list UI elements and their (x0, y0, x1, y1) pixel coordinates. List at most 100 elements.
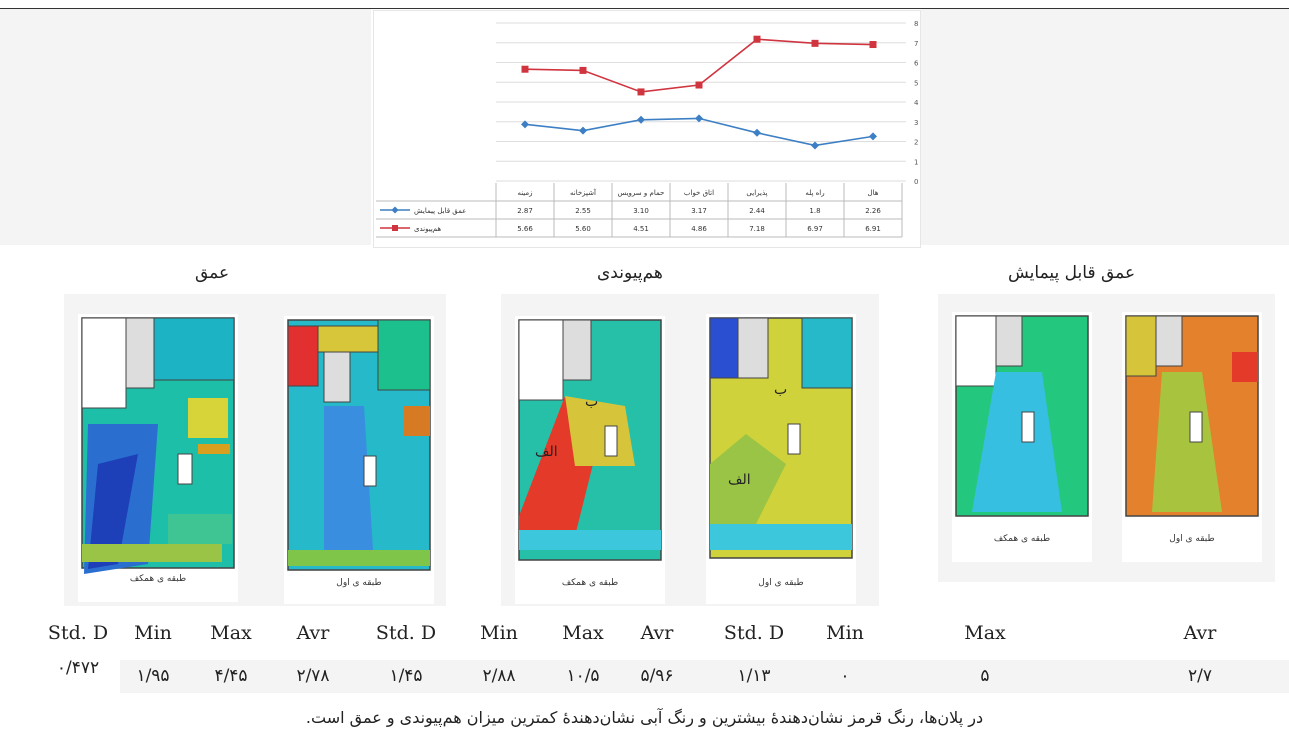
integration-plan-ground: الف ب طبقه ی همکف (515, 316, 665, 604)
heading-depth: عمق (195, 263, 230, 283)
legend-label: هم‌پیوندی (414, 225, 441, 233)
figure-caption: در پلان‌ها، رنگ قرمز نشان‌دهندهٔ بیشترین… (305, 708, 984, 727)
data-label: 7.18 (749, 225, 765, 233)
stat-value: ۰ (840, 666, 850, 686)
stats-header-row: Std. D Min Max Avr Std. D Min Max Avr St… (0, 622, 1289, 652)
data-label: 4.51 (633, 225, 649, 233)
stat-value: ۰/۴۷۲ (56, 658, 100, 678)
stat-value: ۲/۸۸ (482, 666, 516, 686)
label-be: ب (585, 394, 598, 410)
data-point (753, 128, 761, 137)
integration-panel: الف ب طبقه ی همکف الف ب طبقه ی اول (501, 294, 879, 606)
stat-header: Min (480, 622, 518, 644)
walkable-depth-panel: طبقه ی همکف طبقه ی اول (938, 294, 1275, 582)
stat-header: Max (210, 622, 252, 644)
stat-header: Min (134, 622, 172, 644)
depth-plan-ground: طبقه ی همکف (78, 314, 238, 602)
y-tick-label: 0 (914, 178, 918, 186)
data-label: 6.91 (865, 225, 881, 233)
data-label: 2.87 (517, 207, 533, 215)
data-label: 5.66 (517, 225, 533, 233)
x-category-label: آشپزخانه (570, 188, 597, 197)
data-point (579, 126, 587, 135)
data-point (637, 115, 645, 124)
stat-value: ۵/۹۶ (640, 666, 674, 686)
plan-caption: طبقه ی اول (758, 578, 804, 588)
stat-header: Avr (1183, 622, 1217, 644)
stat-value: ۲/۷۸ (296, 666, 330, 686)
plan-caption: طبقه ی همکف (993, 534, 1051, 544)
x-category-label: هال (868, 189, 879, 197)
y-tick-label: 1 (914, 158, 918, 166)
heading-integration: هم‌پیوندی (597, 263, 663, 283)
y-tick-label: 5 (914, 79, 918, 87)
stat-value: ۱/۱۳ (737, 666, 771, 686)
walkable-plan-first: طبقه ی اول (1122, 312, 1262, 562)
y-tick-label: 8 (914, 20, 918, 28)
label-alef: الف (728, 472, 751, 488)
plan-caption: طبقه ی همکف (129, 574, 187, 584)
x-category-label: اتاق خواب (684, 189, 714, 197)
stat-header: Avr (296, 622, 330, 644)
data-label: 2.55 (575, 207, 591, 215)
data-label: 1.8 (809, 207, 820, 215)
stat-value: ۱/۴۵ (389, 666, 423, 686)
y-tick-label: 2 (914, 139, 918, 147)
plan-caption: طبقه ی اول (1169, 534, 1215, 544)
stat-header: Std. D (375, 622, 437, 644)
heading-walkable-depth: عمق قابل پیمایش (1008, 263, 1136, 283)
data-label: 3.17 (691, 207, 707, 215)
data-point (869, 132, 877, 141)
y-tick-label: 7 (914, 40, 918, 48)
legend-marker (391, 206, 399, 214)
plan-caption: طبقه ی همکف (561, 578, 619, 588)
legend-label: عمق قابل پیمایش (414, 207, 466, 215)
stat-header: Std. D (47, 622, 109, 644)
x-category-label: راه پله (805, 189, 824, 197)
data-point (637, 88, 645, 96)
x-category-label: حمام و سرویس (618, 189, 665, 197)
label-be: ب (774, 382, 787, 398)
stat-header: Max (964, 622, 1006, 644)
plan-caption: طبقه ی اول (336, 578, 382, 588)
data-point (753, 35, 761, 43)
data-label: 5.60 (575, 225, 591, 233)
top-rule (0, 8, 1289, 9)
stat-value: ۴/۴۵ (214, 666, 248, 686)
line-chart: 8 7 6 5 4 3 2 1 0 زمینه آشپزخانه حمام و سرویس اتاق خ… (373, 10, 921, 248)
stats-value-band (120, 660, 1289, 693)
stat-header: Avr (640, 622, 674, 644)
walkable-plan-ground: طبقه ی همکف (952, 312, 1092, 562)
data-point (869, 41, 877, 49)
chart-right-margin (921, 9, 1289, 245)
x-category-label: زمینه (517, 189, 532, 197)
y-tick-label: 6 (914, 60, 919, 68)
stat-value: ۱/۹۵ (136, 666, 170, 686)
stat-header: Min (826, 622, 864, 644)
data-point (695, 114, 703, 123)
x-category-label: پذیرایی (746, 189, 767, 197)
data-point (521, 65, 529, 73)
data-point (695, 81, 703, 89)
stat-header: Max (562, 622, 604, 644)
data-point (811, 39, 819, 47)
depth-panel: طبقه ی همکف طبقه ی اول (64, 294, 446, 606)
legend-marker (392, 225, 398, 231)
data-point (521, 120, 529, 129)
stat-header: Std. D (723, 622, 785, 644)
data-point (579, 66, 587, 74)
stat-value: ۱۰/۵ (566, 666, 600, 686)
y-tick-label: 4 (914, 99, 919, 107)
depth-plan-first: طبقه ی اول (284, 316, 434, 604)
integration-plan-first: الف ب طبقه ی اول (706, 314, 856, 604)
stat-value: ۵ (980, 666, 990, 686)
data-point (811, 141, 819, 150)
stats-value-row: ۰/۴۷۲ ۱/۹۵ ۴/۴۵ ۲/۷۸ ۱/۴۵ ۲/۸۸ ۱۰/۵ ۵/۹۶… (0, 658, 1289, 696)
chart-svg: 8 7 6 5 4 3 2 1 0 زمینه آشپزخانه حمام و سرویس اتاق خ… (376, 20, 919, 238)
data-label: 3.10 (633, 207, 649, 215)
y-tick-label: 3 (914, 119, 918, 127)
data-label: 2.26 (865, 207, 881, 215)
stat-value: ۲/۷ (1188, 666, 1212, 686)
data-label: 6.97 (807, 225, 823, 233)
data-label: 4.86 (691, 225, 707, 233)
